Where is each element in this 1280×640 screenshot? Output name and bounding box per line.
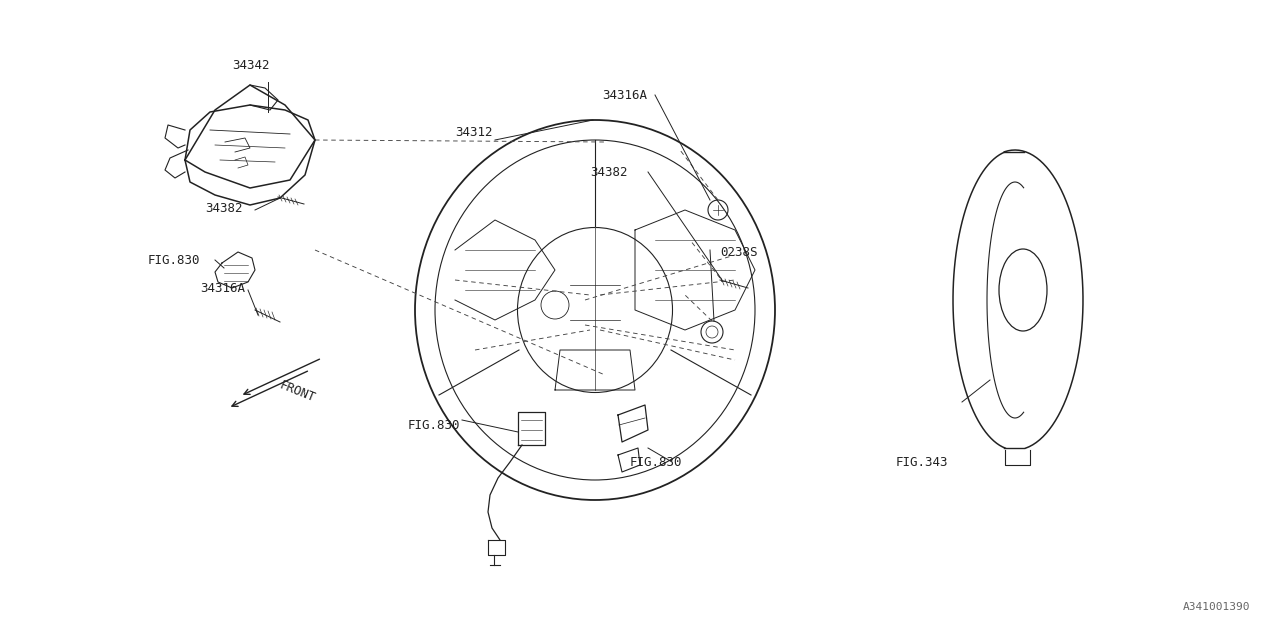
Text: 34316A: 34316A [200, 282, 244, 294]
Text: 34312: 34312 [454, 125, 493, 138]
Text: 34316A: 34316A [602, 88, 646, 102]
Text: FIG.830: FIG.830 [148, 253, 201, 266]
Text: 34342: 34342 [232, 58, 270, 72]
Text: FIG.830: FIG.830 [630, 456, 682, 468]
Text: A341001390: A341001390 [1183, 602, 1251, 612]
Text: FIG.343: FIG.343 [896, 456, 948, 468]
Text: 34382: 34382 [590, 166, 627, 179]
Text: 34382: 34382 [205, 202, 242, 214]
Text: 0238S: 0238S [719, 246, 758, 259]
Text: FRONT: FRONT [278, 379, 317, 405]
Text: FIG.830: FIG.830 [408, 419, 461, 431]
